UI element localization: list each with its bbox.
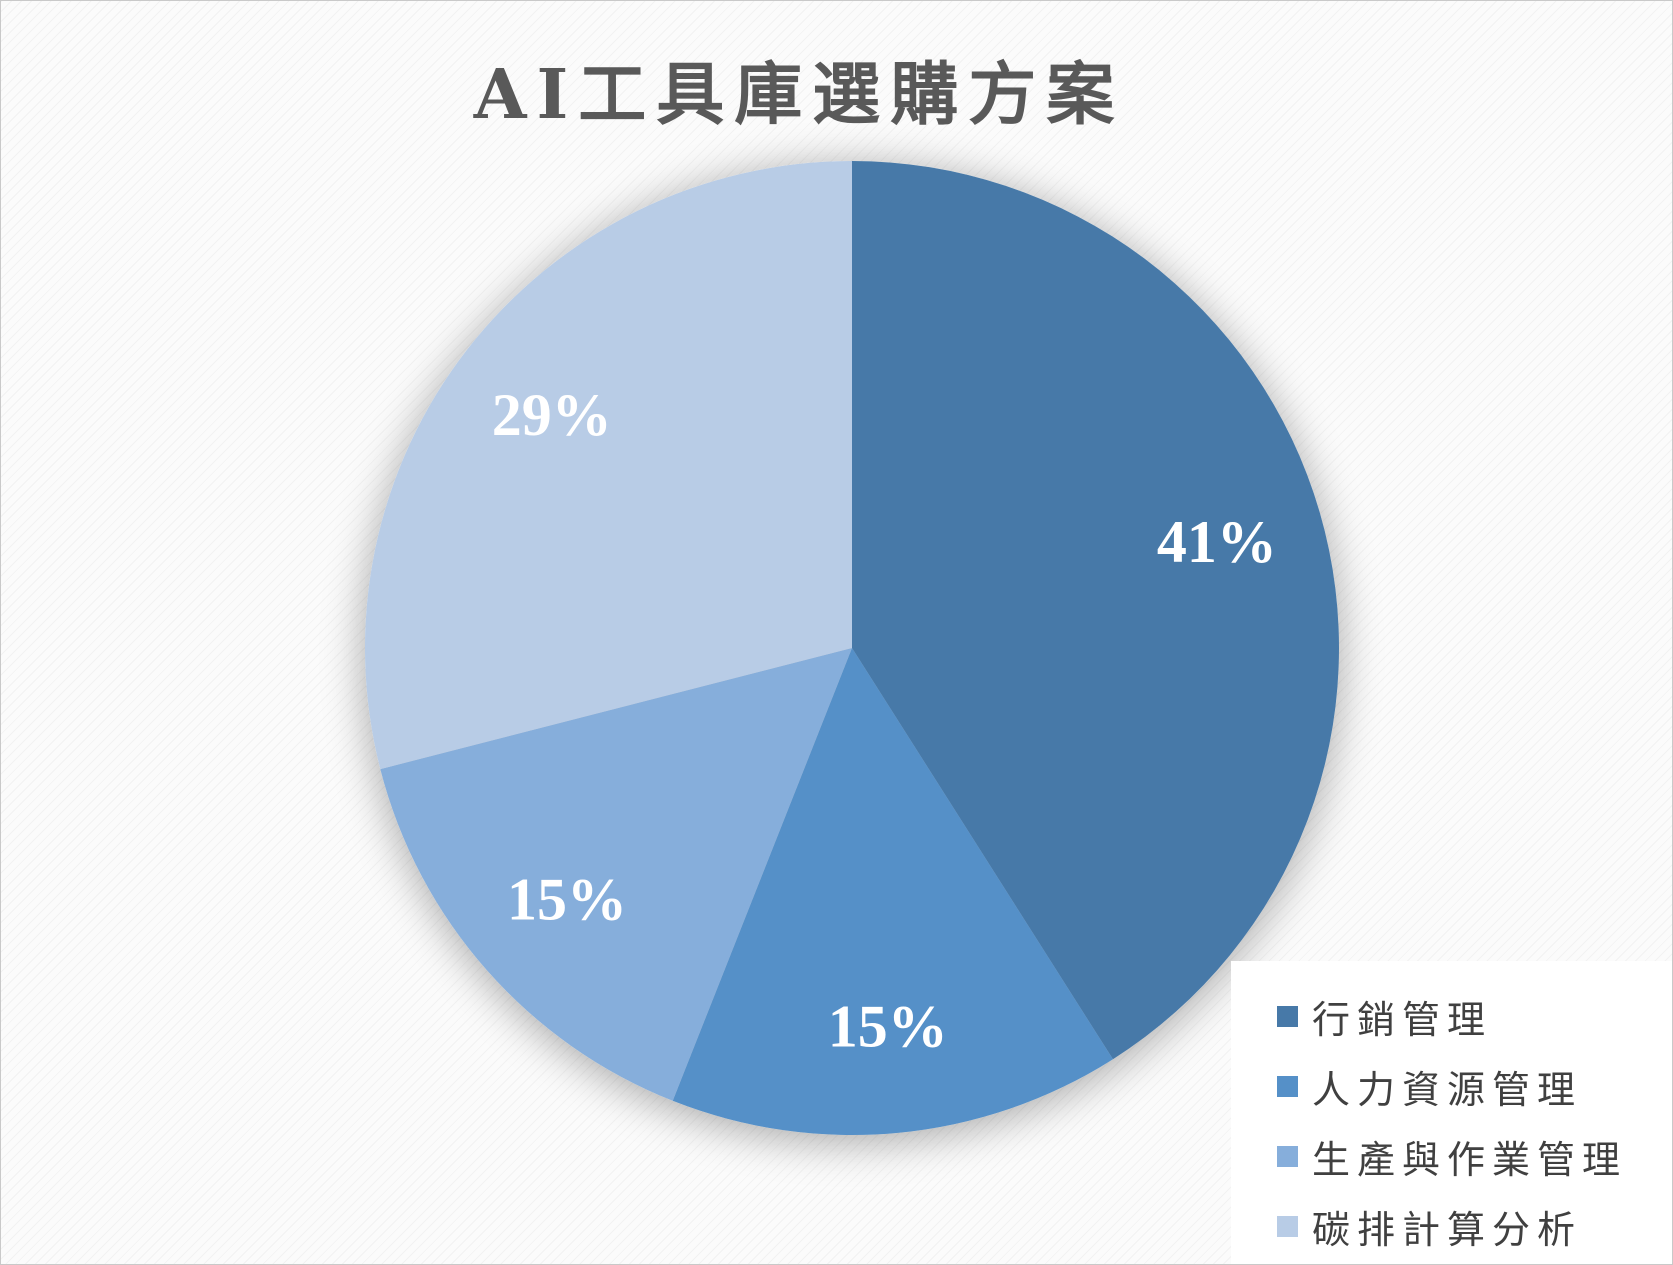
slice-label-marketing: 41% <box>1157 509 1277 575</box>
legend: 行銷管理 人力資源管理 生產與作業管理 碳排計算分析 <box>1231 961 1672 1264</box>
slice-label-carbon: 29% <box>492 382 612 448</box>
pie-slice-human-resources <box>672 648 1113 1135</box>
legend-swatch <box>1277 1215 1298 1237</box>
pie-slice-carbon <box>364 161 852 770</box>
legend-item-carbon: 碳排計算分析 <box>1277 1191 1672 1261</box>
pie-slice-marketing <box>852 161 1340 1060</box>
legend-label: 行銷管理 <box>1312 997 1493 1042</box>
legend-swatch <box>1277 1005 1298 1027</box>
legend-swatch <box>1277 1075 1298 1097</box>
legend-item-marketing: 行銷管理 <box>1277 981 1672 1051</box>
legend-label: 碳排計算分析 <box>1312 1207 1583 1252</box>
legend-label: 人力資源管理 <box>1312 1067 1583 1112</box>
legend-item-operations: 生產與作業管理 <box>1277 1121 1672 1191</box>
pie-slice-operations <box>380 648 852 1101</box>
slice-label-operations: 15% <box>507 866 627 932</box>
legend-item-human-resources: 人力資源管理 <box>1277 1051 1672 1121</box>
chart-title: AI工具庫選購方案 <box>473 55 1125 135</box>
slice-label-human-resources: 15% <box>828 993 948 1059</box>
legend-label: 生產與作業管理 <box>1312 1137 1628 1182</box>
legend-swatch <box>1277 1145 1298 1167</box>
